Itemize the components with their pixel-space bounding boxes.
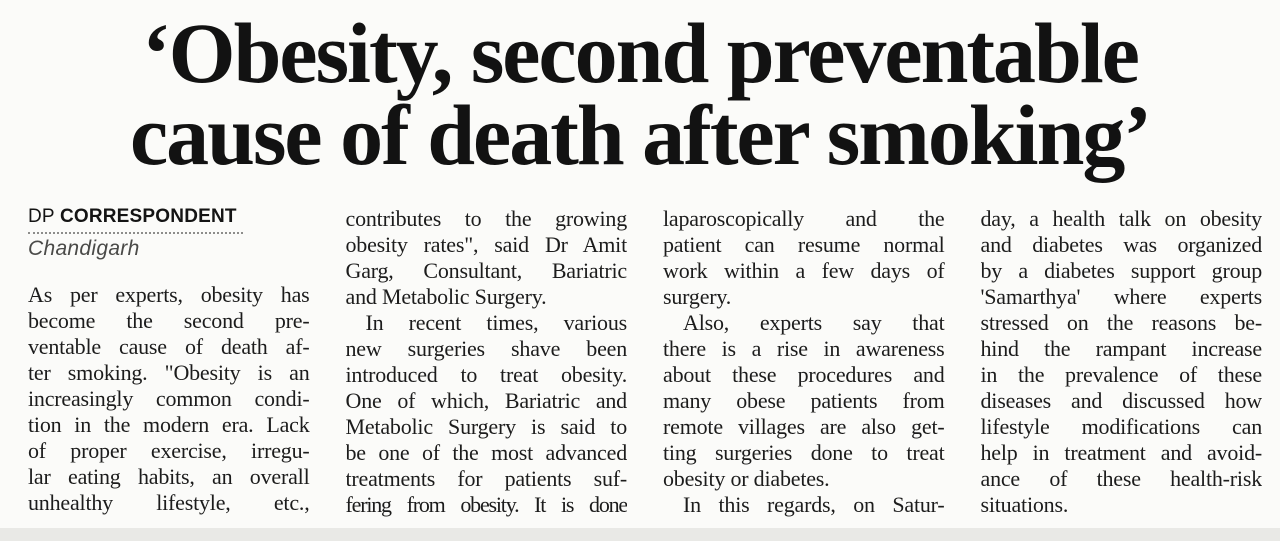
article-line: ter smoking. "Obesity is an (28, 360, 310, 385)
article-line: surgery. (663, 284, 732, 309)
scan-edge-strip (0, 528, 1280, 541)
article-line: Metabolic Surgery is said to (345, 414, 628, 439)
article-line: unhealthy lifestyle, etc., (28, 490, 310, 515)
article-line: treatments for patients suf- (345, 466, 628, 491)
article-line: One of which, Bariatric and (345, 388, 628, 413)
article-line: obesity rates", said Dr Amit (345, 232, 628, 257)
article-body: DP CORRESPONDENT Chandigarh As per exper… (0, 176, 1280, 518)
article-line: laparoscopically and the (663, 206, 945, 231)
article-line: by a diabetes support group (980, 258, 1263, 283)
article-line: lifestyle modifications can (980, 414, 1263, 439)
article-column: day, a health talk on obesity and diabete… (981, 206, 1263, 518)
article-line: ting surgeries done to treat (663, 440, 945, 465)
article-line: ance of these health-risk (980, 466, 1263, 491)
article-line: new surgeries shave been (345, 336, 628, 361)
article-line: Also, experts say that (683, 310, 945, 335)
article-line: obesity or diabetes. (663, 466, 830, 491)
article-line: stressed on the reasons be- (980, 310, 1263, 335)
article-line: diseases and discussed how (980, 388, 1263, 413)
article-line: help in treatment and avoid- (980, 440, 1263, 465)
article-line: about these procedures and (663, 362, 945, 387)
article-line: contributes to the growing (345, 206, 628, 231)
byline-location: Chandigarh (28, 237, 140, 260)
article-line: As per experts, obesity has (28, 282, 310, 307)
article-line: day, a health talk on obesity (980, 206, 1263, 231)
article-line: 'Samarthya' where experts (980, 284, 1263, 309)
article-column: DP CORRESPONDENT Chandigarh As per exper… (28, 206, 310, 518)
article-column: contributes to the growing obesity rates"… (346, 206, 628, 518)
article-line: In recent times, various (365, 310, 628, 335)
byline-prefix: DP (28, 206, 55, 227)
article-line: be one of the most advanced (345, 440, 628, 465)
article-line: ventable cause of death af- (28, 334, 310, 359)
article-headline: ‘Obesity, second preventable cause of de… (0, 0, 1280, 183)
article-line: remote villages are also get- (663, 414, 945, 439)
article-line: of proper exercise, irregu- (28, 438, 310, 463)
article-line: introduced to treat obesity. (345, 362, 628, 387)
byline-correspondent: DP CORRESPONDENT (28, 206, 243, 234)
article-line: in the prevalence of these (980, 362, 1263, 387)
headline-line-2: cause of death after smoking’ (129, 87, 1152, 183)
article-line: Garg, Consultant, Bariatric (345, 258, 628, 283)
article-line: hind the rampant increase (980, 336, 1263, 361)
article-line: increasingly common condi- (28, 386, 310, 411)
article-line: tion in the modern era. Lack (28, 412, 310, 437)
article-line: fering from obesity. It is done (345, 492, 628, 517)
article-line: and Metabolic Surgery. (345, 284, 547, 309)
article-line: become the second pre- (28, 308, 310, 333)
byline-name: CORRESPONDENT (59, 206, 237, 227)
article-line: and diabetes was organized (980, 232, 1263, 257)
article-column: laparoscopically and the patient can resu… (663, 206, 945, 518)
byline: DP CORRESPONDENT Chandigarh (28, 206, 310, 261)
article-line: lar eating habits, an overall (28, 464, 310, 489)
article-line: patient can resume normal (663, 232, 945, 257)
headline-line-1: ‘Obesity, second preventable (142, 5, 1140, 101)
article-line: many obese patients from (663, 388, 945, 413)
article-line: work within a few days of (663, 258, 945, 283)
article-line: situations. (980, 492, 1069, 517)
article-line: In this regards, on Satur- (683, 492, 945, 517)
article-line: there is a rise in awareness (663, 336, 945, 361)
